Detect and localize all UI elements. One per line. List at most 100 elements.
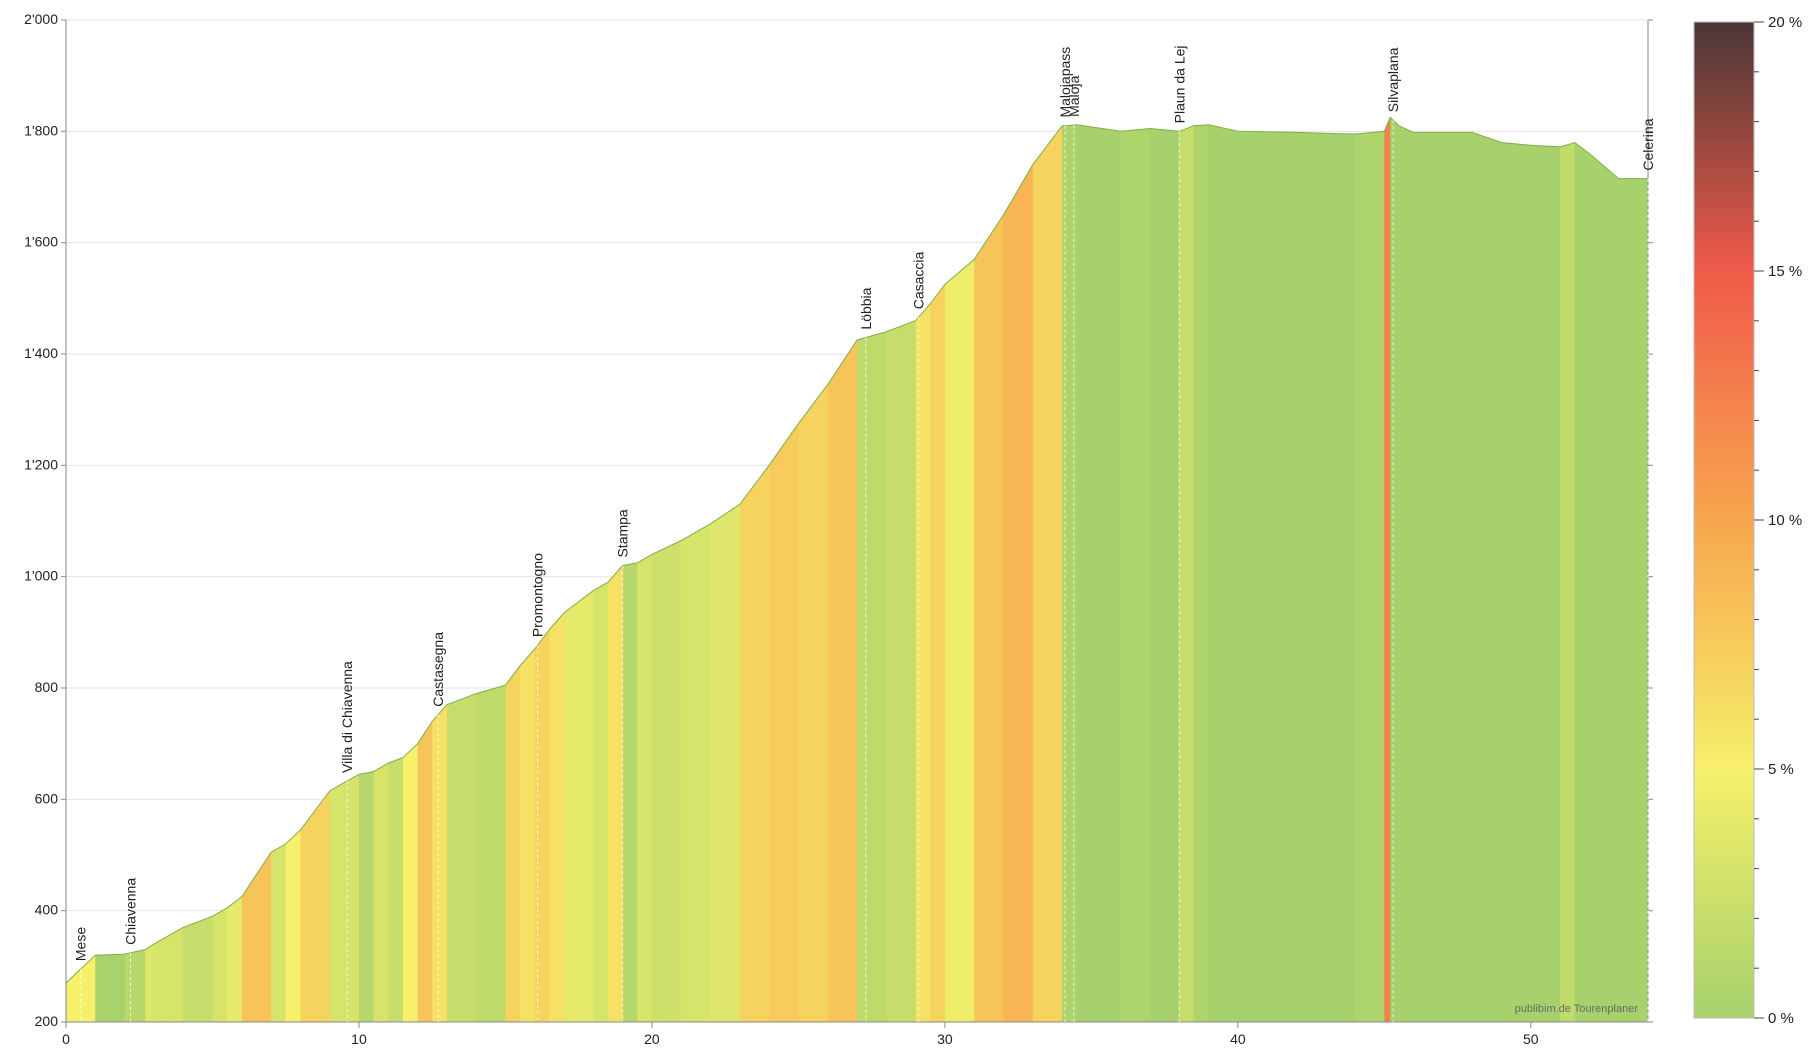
gradient-strip [1117,117,1122,1022]
gradient-strip [232,117,237,1022]
x-tick-label: 50 [1523,1031,1539,1047]
gradient-strip [1070,117,1075,1022]
gradient-strip [1545,117,1549,1022]
gradient-strip [1267,117,1271,1022]
x-tick-label: 40 [1230,1031,1246,1047]
gradient-strip [1422,117,1426,1022]
gradient-strip [107,117,111,1022]
gradient-strip [1252,117,1257,1022]
gradient-strip [1501,117,1506,1022]
gradient-strip [1469,117,1473,1022]
gradient-strip [968,117,972,1022]
gradient-strip [792,117,797,1022]
gradient-strip [1240,117,1245,1022]
gradient-strip [827,117,832,1022]
gradient-strip [622,117,627,1022]
gradient-strip [1516,117,1520,1022]
gradient-strip [628,117,633,1022]
gradient-strip [889,117,893,1022]
gradient-strip [1319,117,1324,1022]
gradient-strip [1223,117,1227,1022]
gradient-strip [227,117,231,1022]
gradient-strip [1442,117,1447,1022]
gradient-strip [763,117,767,1022]
gradient-strip [171,117,175,1022]
gradient-strip [1041,117,1046,1022]
gradient-strip [1609,117,1614,1022]
gradient-strip [1173,117,1177,1022]
gradient-strip [953,117,958,1022]
gradient-strip [133,117,137,1022]
gradient-strip [871,117,876,1022]
gradient-strip [1425,117,1429,1022]
gradient-strip [1583,117,1588,1022]
gradient-strip [1111,117,1116,1022]
gradient-strip [874,117,879,1022]
gradient-strip [241,117,246,1022]
gradient-strip [1258,117,1262,1022]
gradient-strip [637,117,641,1022]
gradient-strip [1639,117,1643,1022]
gradient-strip [1275,117,1280,1022]
gradient-strip [189,117,193,1022]
gradient-strip [1492,117,1497,1022]
gradient-strip [215,117,219,1022]
gradient-strip [982,117,987,1022]
gradient-strip [1363,117,1368,1022]
gradient-strip [1147,117,1151,1022]
gradient-strip [1472,117,1476,1022]
gradient-strip [716,117,720,1022]
gradient-strip [1015,117,1019,1022]
gradient-strip [1606,117,1611,1022]
gradient-strip [1149,117,1154,1022]
gradient-strip [1229,117,1233,1022]
gradient-strip [1120,117,1125,1022]
gradient-strip [1293,117,1298,1022]
gradient-strip [66,117,70,1022]
gradient-strip [1141,117,1145,1022]
gradient-strip [845,117,849,1022]
gradient-strip [142,117,146,1022]
gradient-strip [1281,117,1286,1022]
gradient-strip [1193,117,1198,1022]
gradient-strip [798,117,802,1022]
x-tick-label: 20 [644,1031,660,1047]
place-label: Stampa [615,509,631,557]
gradient-strip [212,117,217,1022]
gradient-strip [903,117,908,1022]
gradient-strip [1352,117,1356,1022]
gradient-strip [695,117,700,1022]
gradient-strip [1085,117,1090,1022]
place-label: Celerina [1640,118,1656,170]
annotation-layer: Mese Chiavenna Villa di Chiavenna Castasegn… [73,45,1656,1022]
gradient-strip [909,117,914,1022]
gradient-strip [1580,117,1585,1022]
gradient-strip [1097,117,1101,1022]
gradient-strip [247,117,252,1022]
gradient-strip [1489,117,1494,1022]
place-label: Castasegna [430,632,446,707]
gradient-strip [1278,117,1283,1022]
gradient-strip [1428,117,1432,1022]
gradient-strip [1106,117,1110,1022]
y-tick-label: 400 [35,902,59,918]
gradient-strip [1592,117,1596,1022]
gradient-strip [1410,117,1415,1022]
gradient-strip [824,117,829,1022]
gradient-strip [640,117,644,1022]
gradient-strip [1328,117,1333,1022]
gradient-strip [851,117,855,1022]
gradient-strip [1208,117,1213,1022]
gradient-strip [1419,117,1424,1022]
gradient-strip [991,117,996,1022]
gradient-strip [813,117,817,1022]
gradient-strip [1478,117,1482,1022]
gradient-strip [1381,117,1385,1022]
gradient-strip [985,117,990,1022]
gradient-strip [1284,117,1289,1022]
axes-layer: 2004006008001'0001'2001'4001'6001'8002'0… [24,11,1653,1047]
gradient-strip [728,117,732,1022]
gradient-strip [1264,117,1268,1022]
gradient-strip [159,117,164,1022]
gradient-strip [663,117,668,1022]
